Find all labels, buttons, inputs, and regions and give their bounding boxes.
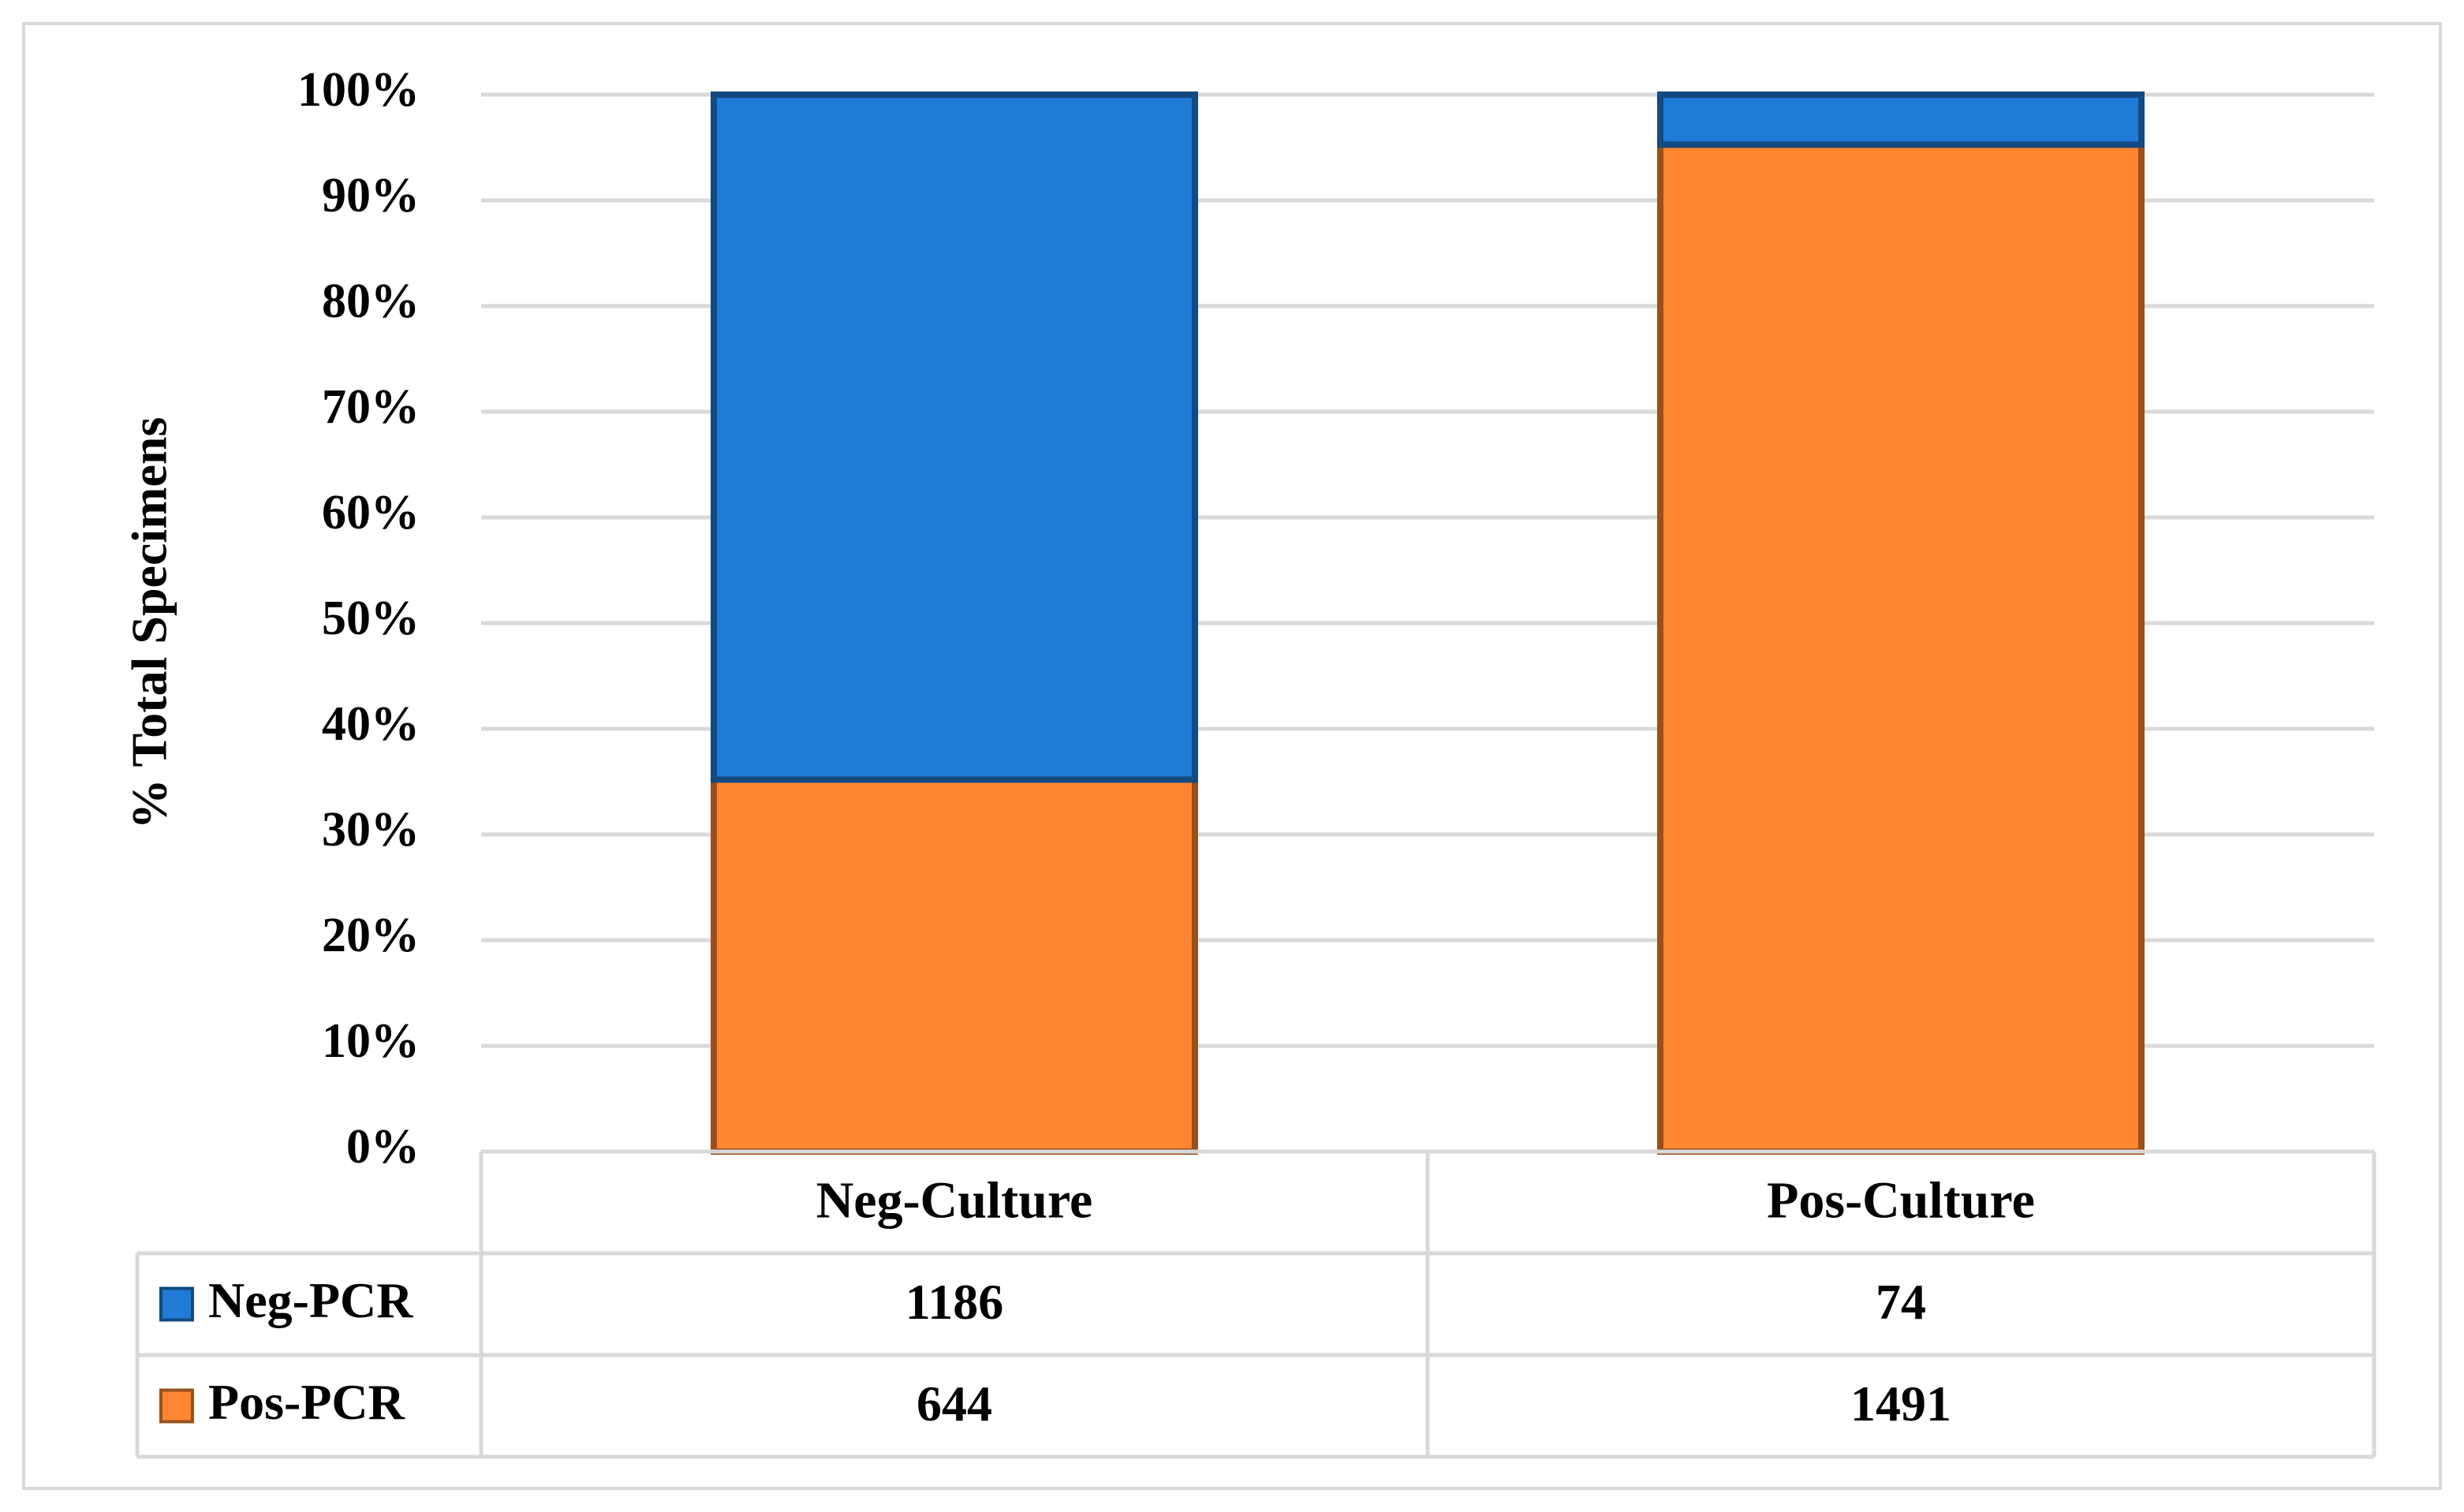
bar-segment <box>1657 141 2145 1155</box>
table-value: 74 <box>1876 1274 1926 1330</box>
bar-segment <box>1657 91 2145 148</box>
table-value: 1186 <box>905 1274 1003 1330</box>
y-tick-label: 40% <box>322 697 420 751</box>
legend-swatch <box>159 1388 194 1424</box>
y-tick-label: 70% <box>322 380 420 434</box>
y-tick-label: 60% <box>322 486 420 539</box>
y-tick-label: 90% <box>322 169 420 222</box>
legend-label: Neg-PCR <box>208 1272 413 1328</box>
y-axis-title: % Total Specimens <box>121 417 177 830</box>
x-tick-label: Pos-Culture <box>1767 1172 2035 1230</box>
y-tick-label: 20% <box>322 909 420 962</box>
y-tick-label: 30% <box>322 803 420 857</box>
y-tick-label: 100% <box>297 63 420 117</box>
y-tick-label: 0% <box>346 1120 420 1174</box>
y-tick-label: 80% <box>322 274 420 328</box>
bar-segment <box>711 776 1198 1155</box>
x-tick-label: Neg-Culture <box>816 1172 1093 1230</box>
y-tick-label: 10% <box>322 1014 420 1068</box>
y-tick-label: 50% <box>322 592 420 645</box>
legend-label: Pos-PCR <box>208 1374 405 1430</box>
bar-segment <box>711 91 1198 783</box>
table-value: 1491 <box>1850 1376 1951 1432</box>
legend-swatch <box>159 1286 194 1322</box>
table-value: 644 <box>917 1376 992 1432</box>
